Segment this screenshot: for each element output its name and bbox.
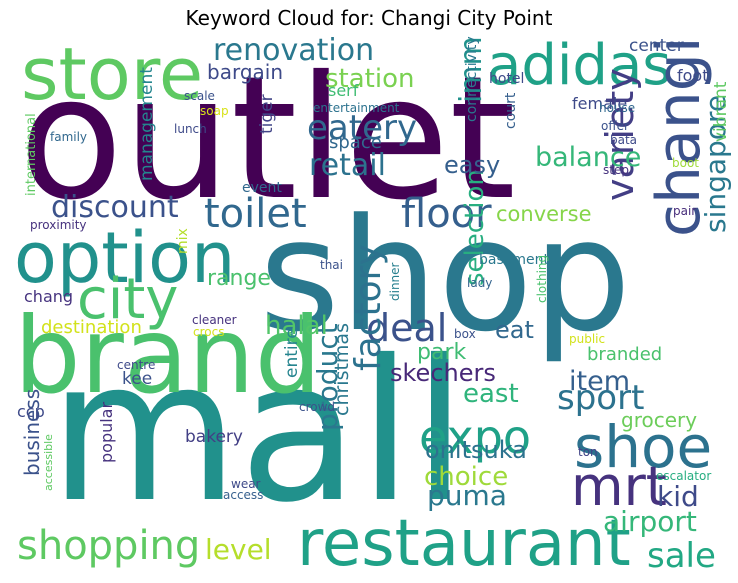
cloud-word-serf: serf: [328, 81, 359, 100]
cloud-word-expo: expo: [419, 410, 532, 464]
cloud-word-bargain: bargain: [207, 60, 284, 84]
cloud-word-court: court: [503, 92, 519, 129]
cloud-word-factory: factory: [348, 244, 389, 371]
cloud-word-ton: ton: [578, 445, 598, 459]
cloud-word-selection: selection: [460, 169, 490, 286]
cloud-word-kee: kee: [122, 369, 153, 389]
cloud-word-international: international: [24, 113, 39, 196]
cloud-word-tiger: tiger: [257, 94, 277, 134]
cloud-word-grocery: grocery: [621, 408, 698, 432]
cloud-word-store: store: [21, 32, 204, 116]
cloud-word-lunch: lunch: [174, 122, 207, 136]
cloud-word-bata: bata: [610, 133, 638, 147]
cloud-word-balance: balance: [535, 142, 642, 173]
cloud-word-bakery: bakery: [185, 427, 243, 447]
cloud-word-basement: basement: [479, 252, 549, 268]
cloud-word-retail: retail: [309, 148, 386, 183]
cloud-word-discount: discount: [51, 190, 179, 225]
cloud-word-lady: lady: [467, 276, 493, 290]
cloud-word-wear: wear: [231, 477, 261, 491]
cloud-word-connectivity: connectivity: [464, 36, 480, 122]
cloud-word-sale: sale: [647, 536, 716, 576]
cloud-word-converse: converse: [496, 202, 592, 226]
cloud-word-sport: sport: [557, 378, 645, 418]
cloud-word-halal: halal: [265, 311, 328, 341]
cloud-word-dinner: dinner: [388, 262, 402, 301]
cloud-word-renovation: renovation: [213, 33, 375, 68]
cloud-word-management: management: [137, 67, 157, 181]
cloud-word-shopping: shopping: [17, 523, 201, 569]
cloud-word-shop: shop: [259, 185, 632, 366]
cloud-word-ccp: ccp: [17, 402, 45, 421]
cloud-word-deal: deal: [366, 306, 448, 350]
cloud-word-foot: foot: [677, 66, 709, 85]
cloud-word-event: event: [242, 180, 282, 196]
cloud-word-chang: chang: [24, 287, 74, 306]
cloud-word-hotel: hotel: [489, 71, 525, 87]
cloud-word-christmas: christmas: [331, 323, 353, 416]
cloud-word-toilet: toilet: [204, 191, 307, 237]
cloud-word-brand: brand: [14, 295, 322, 417]
cloud-word-clothing: clothing: [535, 254, 549, 303]
cloud-word-cleaner: cleaner: [192, 313, 237, 327]
cloud-word-airport: airport: [603, 505, 697, 538]
cloud-word-item: item: [569, 366, 631, 397]
cloud-word-crocs: crocs: [193, 325, 225, 339]
cloud-word-soap: soap: [200, 104, 229, 118]
cloud-word-house: house: [599, 101, 636, 115]
cloud-word-eatery: eatery: [307, 108, 418, 148]
cloud-word-station: station: [325, 64, 415, 94]
cloud-word-range: range: [207, 266, 271, 291]
cloud-word-entertainment: entertainment: [313, 101, 400, 115]
cloud-word-shoe: shoe: [574, 413, 713, 481]
cloud-word-offer: offer: [601, 119, 629, 133]
cloud-word-mall: mall: [49, 318, 467, 545]
cloud-word-crowd: crowd: [299, 400, 336, 414]
cloud-word-space: space: [329, 132, 382, 153]
cloud-word-thai: thai: [320, 258, 343, 272]
cloud-word-puma: puma: [427, 479, 507, 512]
cloud-word-escalator: escalator: [656, 469, 712, 483]
cloud-word-public: public: [569, 332, 606, 346]
cloud-word-centre: centre: [117, 358, 156, 372]
cloud-word-popular: popular: [97, 401, 116, 463]
cloud-word-destination: destination: [41, 317, 142, 338]
cloud-word-eat: eat: [495, 316, 534, 344]
cloud-word-mrt: mrt: [571, 455, 667, 518]
cloud-word-vibrant: vibrant: [711, 81, 731, 142]
cloud-word-east: east: [463, 379, 519, 409]
cloud-word-boot: boot: [672, 156, 700, 170]
cloud-word-accessible: accessible: [42, 434, 55, 491]
cloud-word-easy: easy: [444, 151, 501, 179]
cloud-word-access: access: [223, 488, 264, 502]
cloud-word-onitsuka: onitsuka: [425, 436, 527, 464]
cloud-word-floor: floor: [401, 191, 492, 237]
chart-title: Keyword Cloud for: Changi City Point: [185, 6, 553, 30]
cloud-word-choice: choice: [424, 462, 509, 492]
word-cloud: outlet shop mall brand store option city adidas…: [9, 32, 732, 581]
cloud-word-box: box: [454, 327, 476, 341]
cloud-word-step: step: [603, 163, 629, 177]
cloud-word-female: female: [572, 94, 628, 113]
cloud-word-option: option: [14, 217, 236, 299]
cloud-word-kid: kid: [657, 480, 699, 513]
cloud-word-center: center: [629, 36, 684, 56]
cloud-word-pair: pair: [673, 204, 697, 218]
cloud-word-mix: mix: [175, 228, 191, 254]
cloud-word-level: level: [205, 533, 272, 566]
cloud-word-outlet: outlet: [19, 40, 516, 238]
cloud-word-adidas: adidas: [487, 33, 672, 98]
cloud-word-proximity: proximity: [30, 218, 87, 232]
cloud-word-scale: scale: [184, 89, 215, 103]
cloud-word-entire: entire: [282, 328, 302, 378]
cloud-word-branded: branded: [587, 344, 663, 365]
cloud-word-skechers: skechers: [390, 359, 496, 387]
cloud-word-family: family: [50, 130, 88, 144]
cloud-word-park: park: [417, 340, 467, 365]
cloud-word-restaurant: restaurant: [297, 507, 631, 581]
cloud-word-city: city: [77, 267, 179, 332]
